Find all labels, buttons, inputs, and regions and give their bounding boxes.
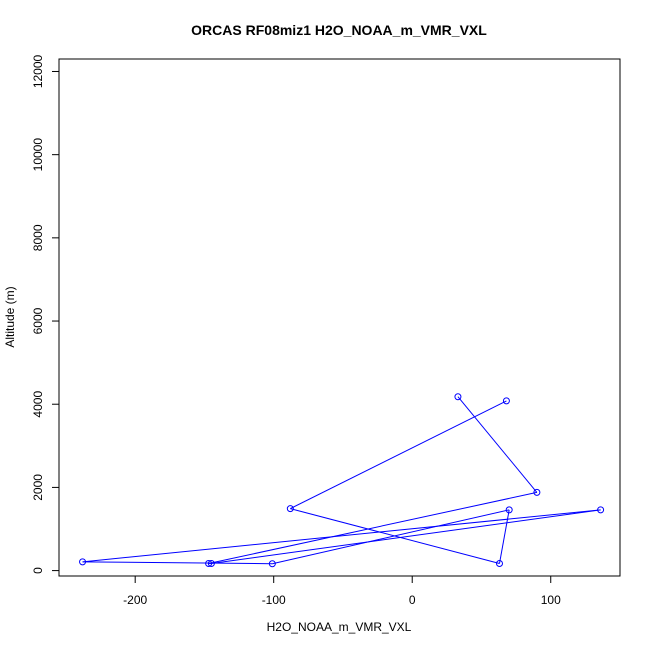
series-line-segment [211, 509, 601, 565]
data-point [533, 488, 541, 496]
y-tick-label: 8000 [31, 224, 45, 251]
data-point [268, 560, 276, 568]
y-tick-label: 12000 [31, 54, 45, 88]
series-line-segment [498, 509, 510, 564]
series-line-segment [208, 491, 537, 565]
y-tick-label: 0 [31, 567, 45, 574]
x-axis-ticks: -200 -100 0 100 [123, 576, 561, 607]
y-tick-label: 10000 [31, 138, 45, 172]
data-point [207, 560, 215, 568]
x-tick-label: 100 [541, 593, 561, 607]
y-tick-label: 2000 [31, 474, 45, 501]
y-axis-label: Altitude (m) [3, 286, 17, 347]
x-tick-label: -100 [262, 593, 286, 607]
series-line-segment [290, 400, 507, 510]
chart-title: ORCAS RF08miz1 H2O_NOAA_m_VMR_VXL [191, 22, 487, 38]
series-line-segment [457, 396, 538, 493]
series-line-segment [82, 509, 601, 563]
data-point [79, 558, 87, 566]
data-point [454, 393, 462, 401]
series-group [79, 393, 605, 568]
series-line-segment [272, 509, 510, 565]
x-tick-label: 0 [409, 593, 416, 607]
data-point [205, 560, 213, 568]
data-point [597, 506, 605, 514]
data-point [505, 506, 513, 514]
series-line-segment [82, 561, 273, 565]
plot-frame [58, 58, 621, 577]
series-line-segment [290, 508, 500, 565]
x-tick-label: -200 [123, 593, 147, 607]
data-point [495, 560, 503, 568]
data-point [502, 397, 510, 405]
y-axis-ticks: 0 2000 4000 6000 8000 10000 12000 [31, 54, 59, 574]
data-point [286, 505, 294, 513]
x-axis-label: H2O_NOAA_m_VMR_VXL [267, 620, 412, 634]
y-tick-label: 4000 [31, 391, 45, 418]
y-tick-label: 6000 [31, 307, 45, 334]
